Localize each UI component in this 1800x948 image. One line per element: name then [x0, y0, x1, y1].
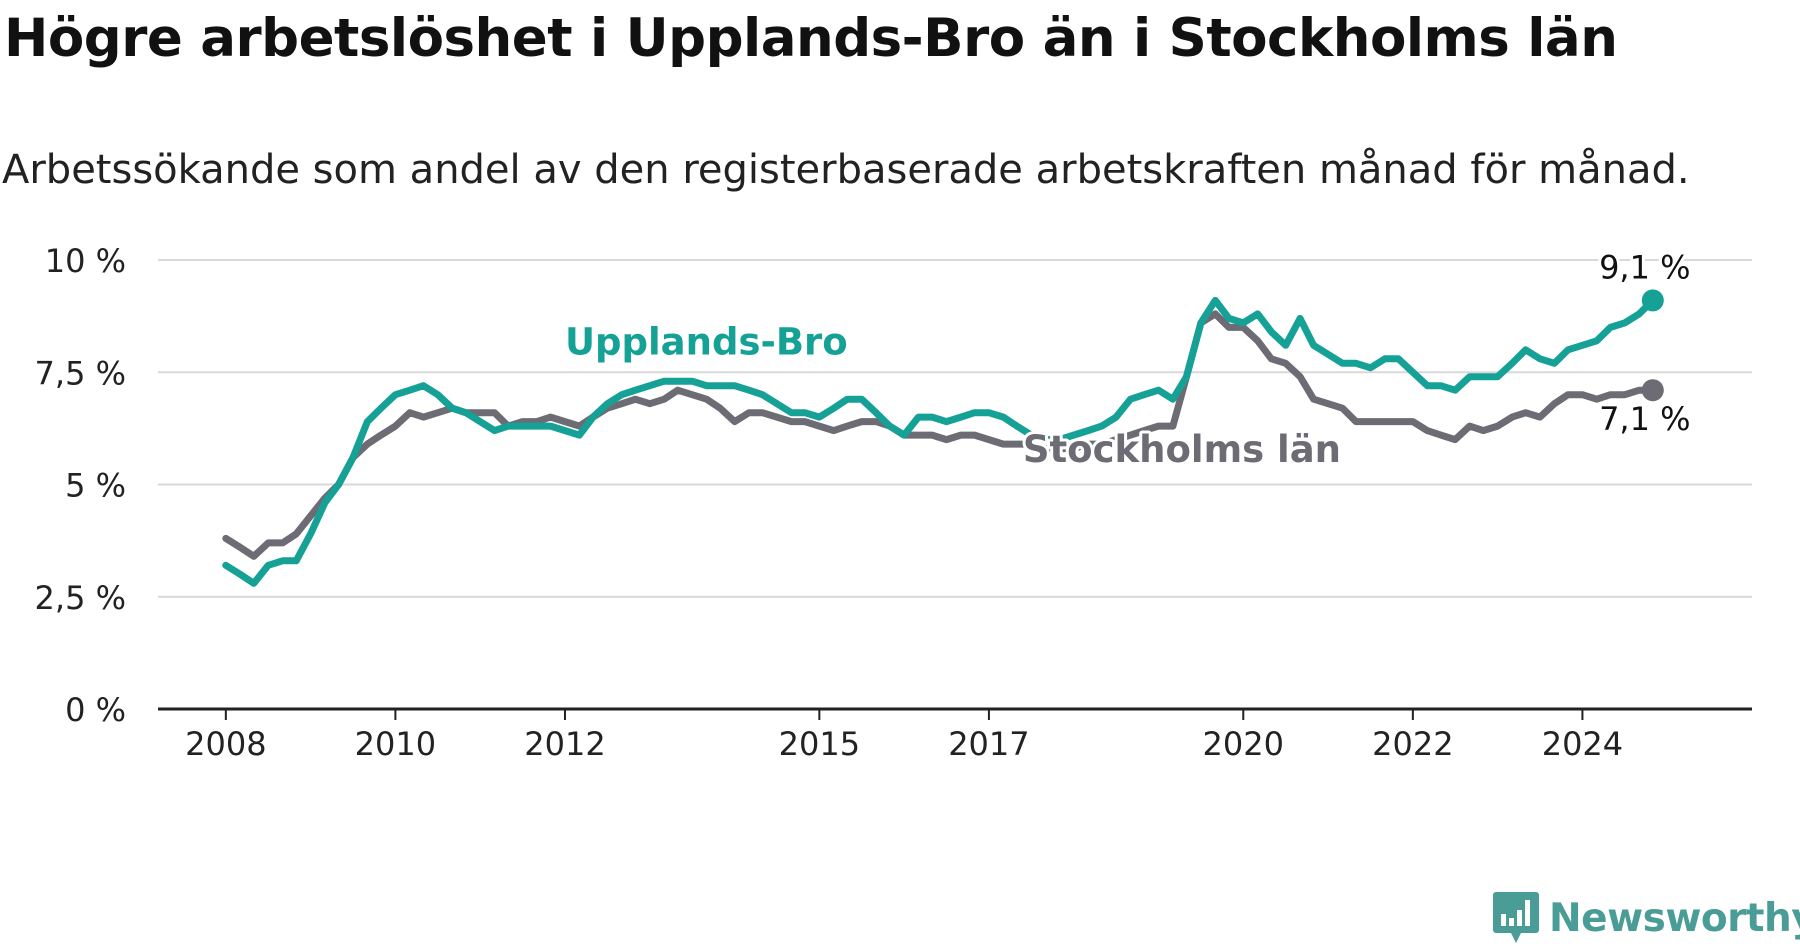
y-tick-label: 2,5 % [35, 579, 126, 617]
y-tick-label: 0 % [65, 691, 126, 729]
brand-name: Newsworthy [1549, 895, 1800, 941]
series-end-point [1641, 379, 1664, 402]
y-tick-label: 5 % [65, 467, 126, 505]
chart-subtitle: Arbetssökande som andel av den registerb… [2, 147, 1690, 193]
chart-title: Högre arbetslöshet i Upplands-Bro än i S… [4, 8, 1618, 69]
newsworthy-logo-icon [1493, 892, 1539, 943]
x-tick-label: 2012 [524, 725, 605, 763]
series-lines [222, 289, 1664, 587]
series-label: Upplands-Bro [565, 320, 848, 363]
series-line-stockholms-lan [222, 310, 1657, 560]
y-tick-label: 10 % [45, 242, 126, 280]
x-tick-label: 2015 [779, 725, 860, 763]
x-tick-label: 2008 [185, 725, 266, 763]
x-tick-label: 2010 [355, 725, 436, 763]
end-value-label: 9,1 % [1599, 248, 1690, 286]
x-tick-label: 2022 [1372, 725, 1453, 763]
y-tick-label: 7,5 % [35, 354, 126, 392]
x-tick-label: 2017 [948, 725, 1029, 763]
series-labels: Upplands-Bro 9,1 % Stockholms län 7,1 % [562, 245, 1694, 474]
series-label: Stockholms län [1023, 428, 1341, 471]
x-tick-label: 2024 [1542, 725, 1623, 763]
gridlines [158, 259, 1752, 598]
y-axis: 0 % 2,5 % 5 % 7,5 % 10 % [35, 242, 126, 729]
series-end-point [1641, 289, 1664, 312]
x-tick-label: 2020 [1203, 725, 1284, 763]
x-tick-labels: 2008 2010 2012 2015 2017 2020 2022 2024 [185, 709, 1623, 763]
series-line-upplands-bro [222, 296, 1657, 587]
newsworthy-logo[interactable]: Newsworthy [1493, 888, 1800, 948]
end-value-label: 7,1 % [1599, 400, 1690, 438]
